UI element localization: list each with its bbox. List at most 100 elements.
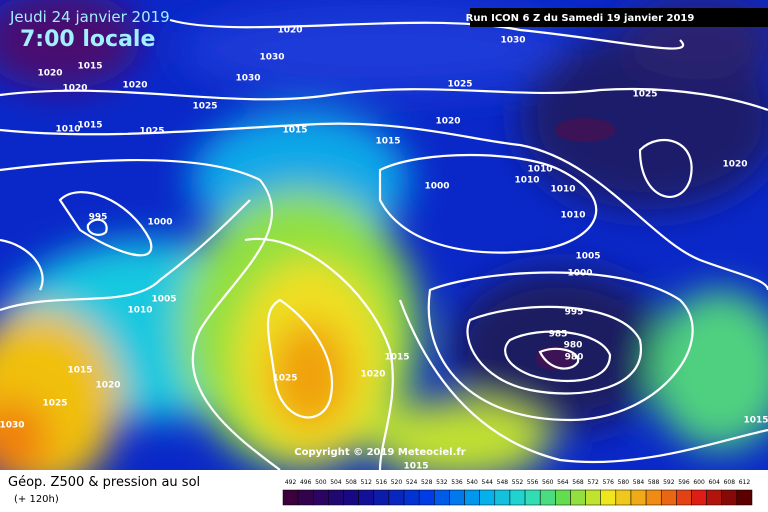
colorbar-swatch: [676, 489, 692, 506]
isobar-label: 1030: [0, 421, 25, 431]
colorbar-swatch: [403, 489, 420, 506]
colorbar-label: 596: [678, 479, 690, 486]
isobar-label: 1015: [77, 62, 102, 72]
colorbar-swatch: [313, 489, 329, 506]
colorbar-label: 604: [708, 479, 720, 486]
field: [0, 0, 768, 490]
colorbar-label: 556: [527, 479, 539, 486]
isobar-label: 1015: [743, 416, 768, 426]
colorbar-label: 492: [285, 479, 297, 486]
colorbar-swatch: [630, 489, 647, 506]
colorbar-swatch: [736, 489, 753, 506]
isobar-label: 1020: [95, 381, 120, 391]
isobar: [504, 330, 612, 383]
colorbar-swatch: [479, 489, 496, 506]
colorbar-swatch: [494, 489, 511, 506]
colorbar-swatch: [464, 489, 480, 506]
isobar-label: 1015: [384, 353, 409, 363]
isobar: [58, 191, 153, 257]
isobar: [0, 158, 281, 471]
isobar-label: 1010: [127, 306, 152, 316]
colorbar-swatch: [297, 489, 314, 506]
colorbar-label: 560: [542, 479, 554, 486]
isobars: [0, 18, 768, 471]
isobar: [0, 238, 44, 291]
isobar-label: 1020: [122, 81, 147, 91]
isobar-label: 1020: [37, 69, 62, 79]
colorbar-swatch: [434, 489, 450, 506]
isobar-label: 980: [564, 341, 583, 351]
isobar-label: 1000: [424, 182, 449, 192]
colorbar-label: 536: [451, 479, 463, 486]
colorbar-label: 544: [482, 479, 494, 486]
colorbar-swatch: [721, 489, 738, 506]
isobar-label: 1005: [575, 252, 600, 262]
colorbar-label: 528: [421, 479, 433, 486]
isobar-label: 1000: [567, 269, 592, 279]
isobar-label: 1015: [403, 462, 428, 472]
isobar-label: 995: [89, 213, 108, 223]
colorbar-label: 576: [603, 479, 615, 486]
footer-title: Géop. Z500 & pression au sol: [8, 475, 200, 490]
isobar-label: 1010: [527, 165, 552, 175]
isobar: [398, 299, 768, 464]
colorbar-label: 612: [739, 479, 751, 486]
isobar: [169, 18, 684, 50]
colorbar-label: 532: [436, 479, 448, 486]
isobar-label: 1030: [500, 36, 525, 46]
isobar-label: 985: [549, 330, 568, 340]
colorbar-swatch: [691, 489, 707, 506]
isobar-label: 1025: [447, 80, 472, 90]
colorbar-label: 552: [512, 479, 524, 486]
isobar-label: 1010: [514, 176, 539, 186]
copyright: Copyright © 2019 Meteociel.fr: [294, 447, 465, 458]
colorbar-label: 584: [633, 479, 645, 486]
isobar: [378, 153, 598, 254]
colorbar-label: 504: [330, 479, 342, 486]
colorbar-label: 540: [466, 479, 478, 486]
isobar-label: 980: [565, 353, 584, 363]
colorbar-swatch: [343, 489, 359, 506]
isobar-label: 1010: [55, 125, 80, 135]
colorbar-label: 568: [572, 479, 584, 486]
colorbar-label: 524: [406, 479, 418, 486]
isobar-label: 1015: [375, 137, 400, 147]
isobar-label: 1025: [632, 90, 657, 100]
colorbar-swatch: [706, 489, 722, 506]
isobar-label: 1020: [277, 26, 302, 36]
isobar: [0, 87, 768, 112]
colorbar-swatch: [388, 489, 405, 506]
colorbar-label: 496: [300, 479, 312, 486]
isobar-label: 1030: [259, 53, 284, 63]
colorbar-swatch: [585, 489, 601, 506]
colorbar-swatch: [524, 489, 541, 506]
colorbar-label: 580: [618, 479, 630, 486]
date: Jeudi 24 janvier 2019: [9, 8, 170, 26]
isobar-label: 1025: [139, 127, 164, 137]
isobar-label: 1000: [147, 218, 172, 228]
isobar-label: 1005: [151, 295, 176, 305]
colorbar-swatch: [615, 489, 632, 506]
colorbar-swatch: [509, 489, 526, 506]
isobar-label: 1030: [235, 74, 260, 84]
isobar: [427, 271, 694, 422]
isobar: [0, 199, 251, 312]
isobar-label: 1010: [560, 211, 585, 221]
colorbar-label: 588: [648, 479, 660, 486]
time: 7:00 locale: [20, 27, 155, 52]
isobar-label: 1020: [360, 370, 385, 380]
isobar-label: 1020: [722, 160, 747, 170]
isobar: [244, 237, 394, 471]
colorbar-label: 592: [663, 479, 675, 486]
colorbar-swatch: [539, 489, 556, 506]
colorbar-swatch: [373, 489, 390, 506]
isobar-label: 1025: [272, 374, 297, 384]
colorbar-swatch: [418, 489, 435, 506]
colorbar-swatch: [358, 489, 375, 506]
colorbar: 492 496 500 504 508 512 516 520 524 528 532 536 540 5…: [282, 479, 753, 506]
colorbar-label: 500: [315, 479, 327, 486]
isobar-label: 1020: [62, 84, 87, 94]
colorbar-label: 520: [391, 479, 403, 486]
